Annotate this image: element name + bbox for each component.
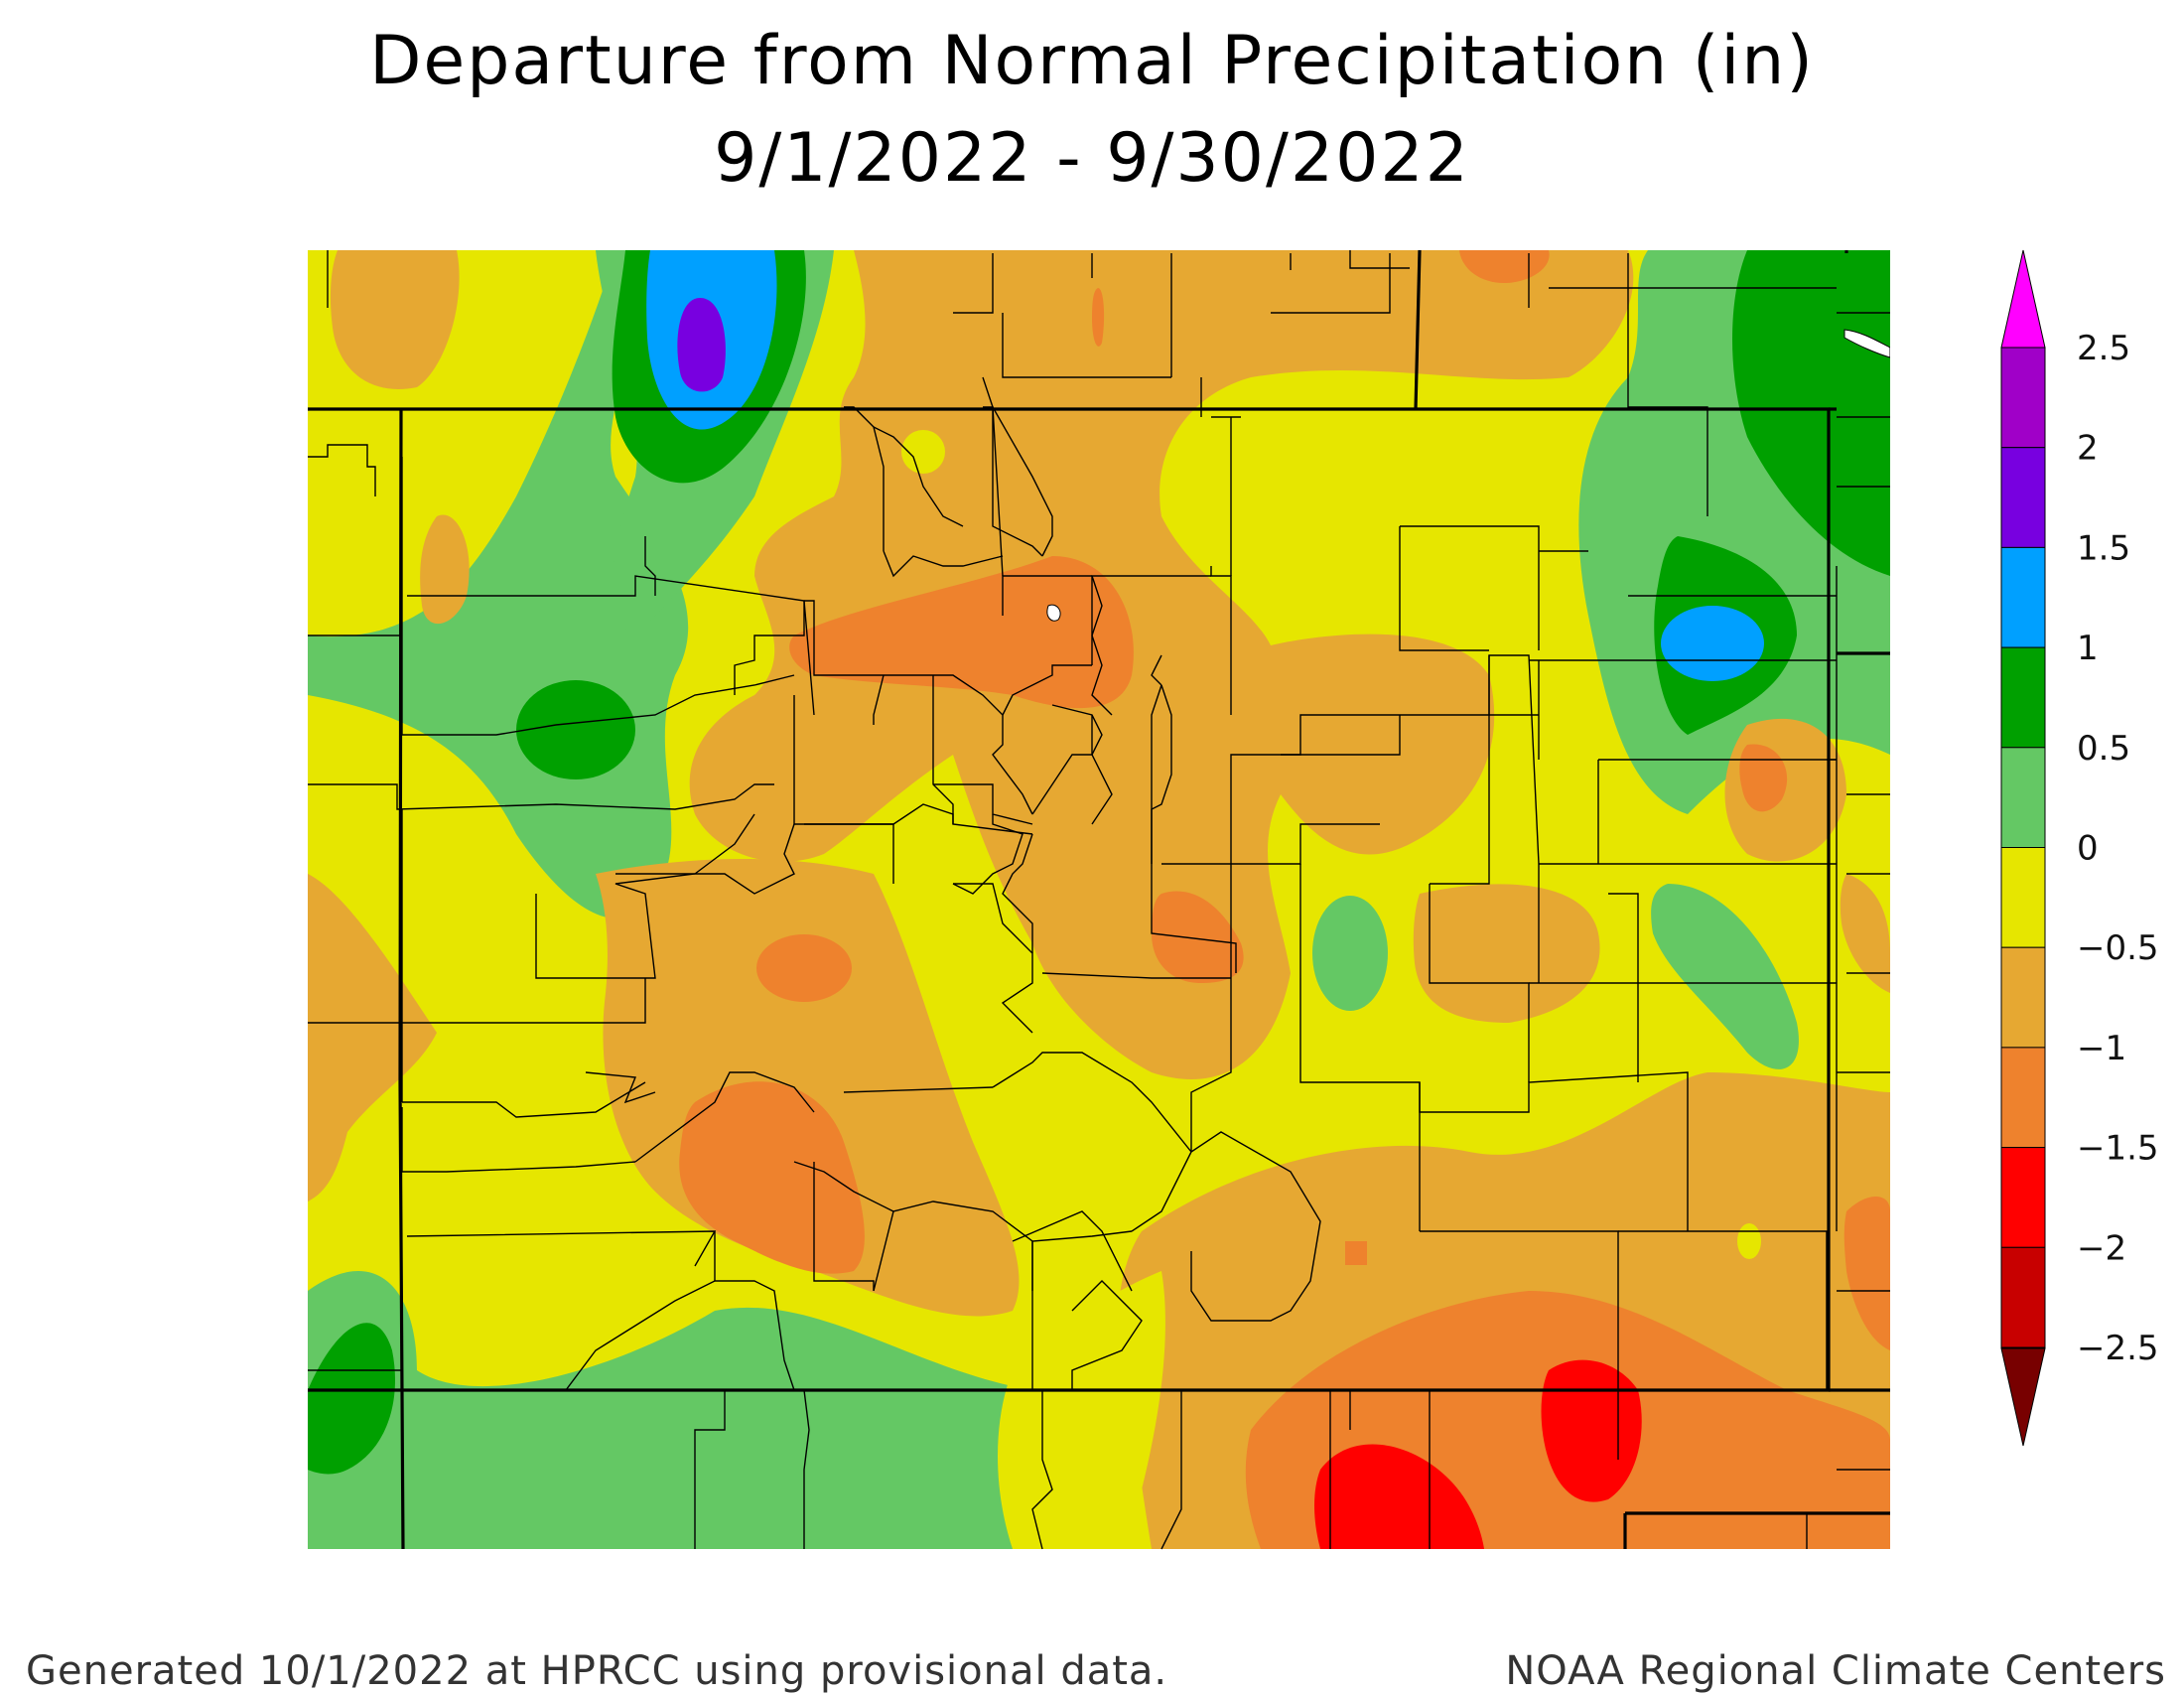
legend-tick-label: 1 (2077, 629, 2099, 668)
field-yellow-southeast-dot (1737, 1223, 1761, 1259)
field-yellow-north-pocket (901, 430, 945, 474)
legend-arrow-top (2000, 249, 2046, 349)
legend-arrow-bottom (2000, 1347, 2046, 1447)
map-title: Departure from Normal Precipitation (in) (369, 22, 1815, 100)
legend-tick-label: 2 (2077, 429, 2099, 469)
field-dkgreen-southwest (308, 1323, 395, 1475)
legend-tick-label: 2.5 (2077, 329, 2130, 368)
field-orange-central (1152, 891, 1244, 983)
field-blue-east (1661, 606, 1764, 681)
legend-bin (2000, 347, 2046, 449)
legend-bins (2000, 347, 2046, 1348)
legend-tick-label: −2 (2077, 1228, 2126, 1268)
field-green-central-blob (1312, 896, 1388, 1011)
field-dkgreen-west-blob (516, 680, 635, 779)
legend-tick-label: 0 (2077, 829, 2099, 869)
legend-bin (2000, 847, 2046, 948)
legend-bin (2000, 946, 2046, 1049)
legend-bin (2000, 1147, 2046, 1248)
field-tan-central-east (1413, 884, 1600, 1023)
field-tan-northwest (330, 250, 460, 389)
field-green-east-blob (1651, 884, 1799, 1069)
field-orange-east-blob (1739, 744, 1788, 812)
legend-bin (2000, 1246, 2046, 1348)
legend-bin (2000, 447, 2046, 548)
legend-bin (2000, 1047, 2046, 1149)
lake-shape-northeast (1843, 329, 1890, 358)
field-tan-northeast-top (1403, 250, 1590, 339)
date-range-subtitle: 9/1/2022 - 9/30/2022 (714, 119, 1470, 198)
legend-tick-label: −1.5 (2077, 1129, 2159, 1169)
legend-tick-label: −2.5 (2077, 1329, 2159, 1368)
field-green-southwest (308, 1270, 1052, 1549)
legend-bin (2000, 646, 2046, 749)
field-orange-southeast-edge (1843, 1197, 1890, 1350)
legend-tick-label: 0.5 (2077, 729, 2130, 769)
legend-tick-label: −1 (2077, 1029, 2126, 1068)
legend-bin (2000, 747, 2046, 848)
legend-tick-label: −0.5 (2077, 928, 2159, 968)
state-boundaries (308, 249, 1890, 1550)
field-orange-northeast-top (1459, 250, 1550, 283)
legend-labels: 2.5 2 1.5 1 0.5 0 −0.5 −1 −1.5 −2 −2.5 (2077, 329, 2159, 1368)
field-orange-southwest-central (679, 1081, 865, 1274)
field-yellow-southeast-pocket (998, 1271, 1165, 1549)
map-frame (308, 250, 1890, 1549)
lake-shape-north (1046, 604, 1061, 622)
generated-note: Generated 10/1/2022 at HPRCC using provi… (26, 1648, 1168, 1694)
field-tan-east-edge (1840, 874, 1890, 993)
field-purple-northwest (677, 298, 726, 392)
field-red-southeast-west (1314, 1444, 1484, 1549)
source-credit: NOAA Regional Climate Centers (1505, 1648, 2166, 1694)
field-orange-north-sliver (1092, 288, 1105, 347)
field-tan-southwest-edge (308, 874, 437, 1201)
field-orange-north-central (789, 556, 1134, 709)
color-scale-legend: 2.5 2 1.5 1 0.5 0 −0.5 −1 −1.5 −2 −2.5 (2000, 249, 2159, 1447)
legend-bin (2000, 546, 2046, 648)
county-boundaries (308, 250, 1890, 1550)
field-orange-westcentral (756, 934, 852, 1002)
field-red-southeast-east (1541, 1359, 1642, 1502)
field-orange-small-square (1345, 1241, 1367, 1265)
legend-tick-label: 1.5 (2077, 528, 2130, 568)
